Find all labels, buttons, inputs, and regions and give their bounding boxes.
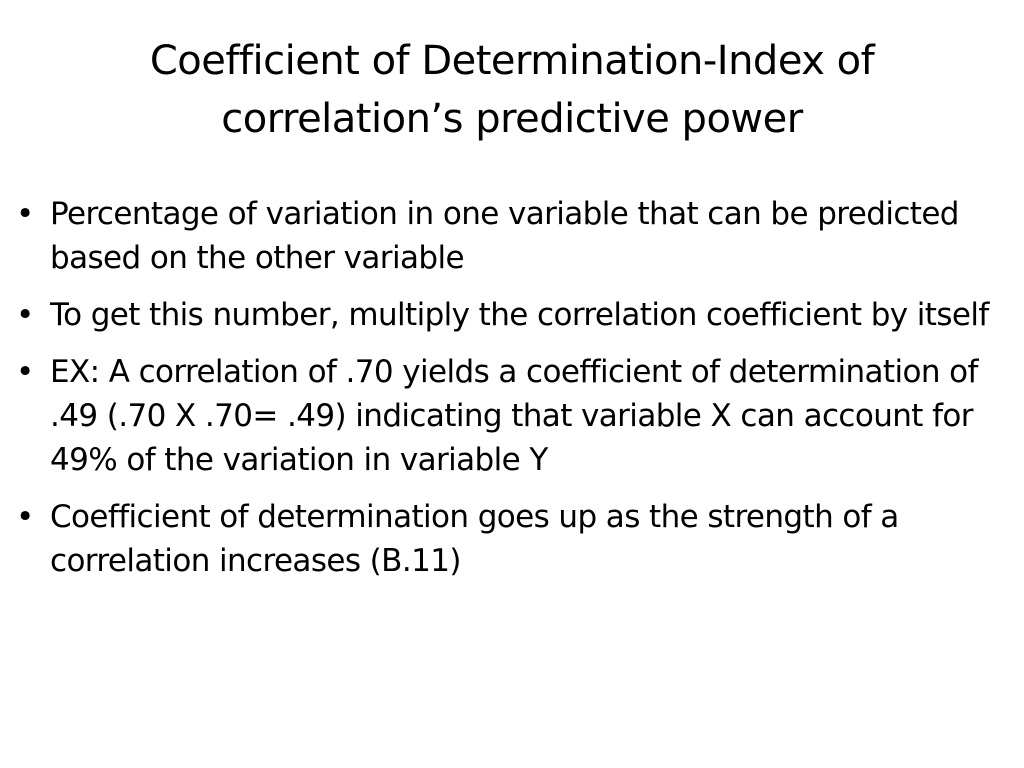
bullet: Coefficient of determination goes up as … <box>12 495 1017 583</box>
slide-title: Coefficient of Determination-Index of co… <box>149 38 875 142</box>
bullet-list: Percentage of variation in one variable … <box>12 192 1017 596</box>
bullet: EX: A correlation of .70 yields a coeffi… <box>12 350 1017 482</box>
bullet: Percentage of variation in one variable … <box>12 192 1017 280</box>
bullet: To get this number, multiply the correla… <box>12 293 1017 337</box>
